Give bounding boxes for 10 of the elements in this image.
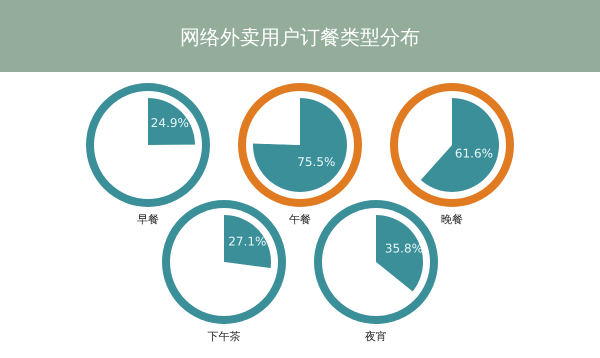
text: 下午茶 xyxy=(208,330,240,343)
data-label: 27.1% xyxy=(228,234,266,249)
data-label: 61.6% xyxy=(454,146,494,160)
text: 早餐 xyxy=(137,213,159,226)
text: 晚餐 xyxy=(441,213,463,226)
data-label: 75.5% xyxy=(297,154,336,169)
data-label: 24.9% xyxy=(150,116,189,130)
text: 午餐 xyxy=(289,213,311,226)
text: 夜宵 xyxy=(365,330,387,343)
text: 网络外卖用户订餐类型分布 xyxy=(180,25,420,49)
